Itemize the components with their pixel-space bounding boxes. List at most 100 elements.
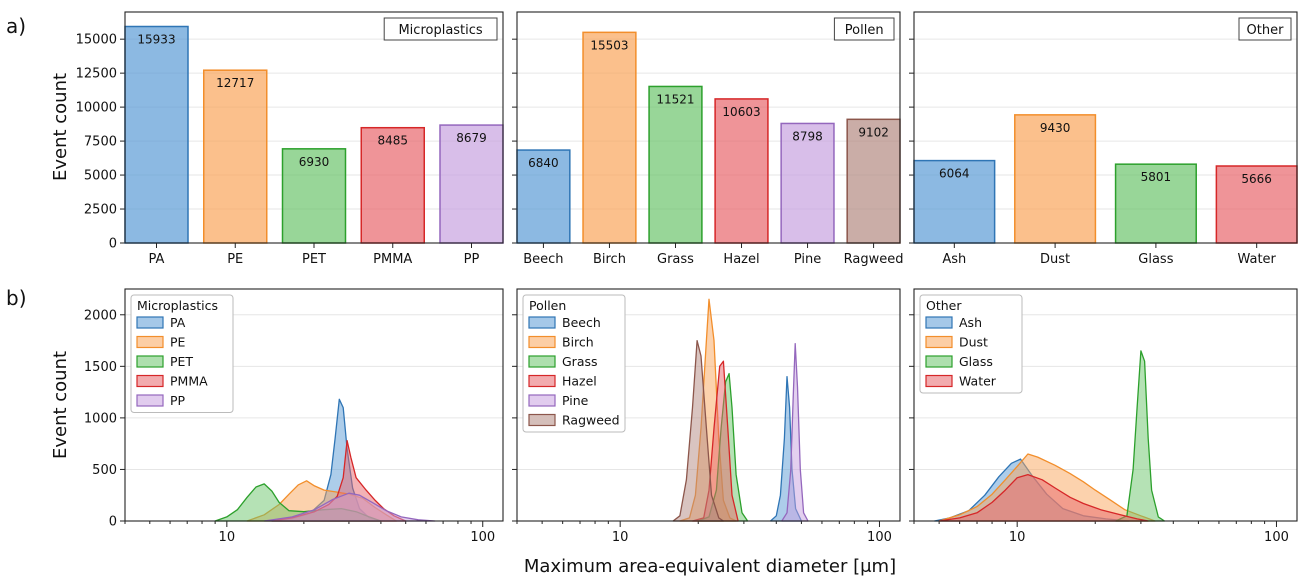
panel-frame bbox=[913, 288, 1298, 522]
x-tick-label: 100 bbox=[867, 530, 892, 545]
x-tick-label-pp: PP bbox=[464, 252, 480, 267]
legend-label-water: Water bbox=[959, 374, 997, 389]
legend-label-pine: Pine bbox=[562, 393, 589, 408]
x-tick-label: 10 bbox=[612, 530, 629, 545]
legend-label-pe: PE bbox=[170, 335, 186, 350]
legend-label-ragweed: Ragweed bbox=[562, 413, 620, 428]
x-tick-label-pa: PA bbox=[149, 252, 165, 267]
legend-swatch-glass bbox=[925, 355, 953, 368]
legend-other: Other Ash Dust Glass Water bbox=[919, 294, 1023, 394]
y-tick-label: 15000 bbox=[76, 33, 117, 48]
bar-pp bbox=[439, 124, 504, 244]
y-tick-label: 12500 bbox=[76, 67, 117, 82]
panel-title-box bbox=[1238, 17, 1292, 41]
y-tick-label: 7500 bbox=[84, 135, 117, 150]
legend-label-pp: PP bbox=[170, 393, 186, 408]
legend-label-dust: Dust bbox=[959, 335, 988, 350]
y-tick-label: 0 bbox=[109, 515, 117, 530]
bar-grass bbox=[648, 85, 703, 244]
y-tick-label: 5000 bbox=[84, 169, 117, 184]
bar-value-pa: 15933 bbox=[137, 32, 175, 46]
legend-swatch-water bbox=[925, 374, 953, 388]
y-tick-label: 500 bbox=[92, 463, 117, 478]
x-tick-label-glass: Glass bbox=[1138, 252, 1173, 267]
bar-value-water: 5666 bbox=[1241, 172, 1272, 186]
panel-title-other: Other bbox=[1247, 23, 1285, 38]
legend-label-pet: PET bbox=[170, 354, 193, 369]
x-tick-label-pe: PE bbox=[227, 252, 243, 267]
legend-pollen: Pollen Beech Birch Grass Hazel Pine Ragweed bbox=[522, 294, 626, 433]
x-tick-label-birch: Birch bbox=[593, 252, 626, 267]
legend-swatch-pmma bbox=[136, 374, 164, 388]
bar-ash bbox=[913, 159, 996, 244]
bar-value-pmma: 8485 bbox=[377, 134, 408, 148]
bar-water bbox=[1215, 165, 1298, 244]
legend-label-ash: Ash bbox=[959, 315, 982, 330]
bar-value-pp: 8679 bbox=[456, 131, 487, 145]
legend-label-birch: Birch bbox=[562, 335, 594, 350]
bar-value-pe: 12717 bbox=[216, 76, 254, 90]
x-tick-label: 10 bbox=[1009, 530, 1026, 545]
legend-title: Pollen bbox=[529, 298, 566, 313]
legend-swatch-ash bbox=[925, 316, 953, 329]
area-pine bbox=[781, 342, 809, 522]
bar-panel-microplastics: 0 2500 5000 7500 10000 12500 15000 15933 PA 12717… bbox=[76, 11, 504, 267]
x-tick-label-ash: Ash bbox=[942, 252, 966, 267]
hist-panel-microplastics: 0 500 1000 1500 2000 10 100 Microplastics PA PE PE… bbox=[84, 288, 504, 545]
legend-swatch-ragweed bbox=[528, 413, 556, 427]
hist-panel-pollen: 10 100 Pollen Beech Birch Grass Hazel Pine Ragwe… bbox=[512, 288, 901, 545]
x-tick-label-pmma: PMMA bbox=[373, 252, 412, 267]
area-water bbox=[938, 473, 1149, 522]
bar-glass bbox=[1114, 163, 1197, 244]
panel-frame bbox=[124, 11, 504, 244]
area-glass bbox=[1115, 350, 1166, 522]
panel-title-box bbox=[833, 17, 895, 41]
panel-frame bbox=[124, 288, 504, 522]
bar-value-hazel: 10603 bbox=[722, 105, 760, 119]
legend-title: Microplastics bbox=[137, 298, 218, 313]
panel-letter-b: b) bbox=[6, 286, 27, 310]
hist-panel-other: 10 100 Other Ash Dust Glass Water bbox=[909, 288, 1298, 545]
legend-label-pmma: PMMA bbox=[170, 374, 208, 389]
legend-swatch-dust bbox=[925, 335, 953, 349]
x-tick-label-dust: Dust bbox=[1040, 252, 1070, 267]
legend-title: Other bbox=[926, 298, 962, 313]
x-tick-label-pet: PET bbox=[302, 252, 326, 267]
legend-swatch-pe bbox=[136, 335, 164, 349]
legend-microplastics: Microplastics PA PE PET PMMA PP bbox=[130, 294, 234, 413]
x-tick-label-pine: Pine bbox=[794, 252, 821, 267]
legend-swatch-grass bbox=[528, 355, 556, 368]
panel-title-microplastics: Microplastics bbox=[398, 23, 482, 38]
legend-swatch-beech bbox=[528, 316, 556, 329]
x-tick-label: 10 bbox=[219, 530, 236, 545]
legend-swatch-pp bbox=[136, 394, 164, 407]
legend-label-pa: PA bbox=[170, 315, 186, 330]
ylabel-top: Event count bbox=[50, 73, 71, 181]
bar-value-grass: 11521 bbox=[656, 92, 694, 106]
legend-label-grass: Grass bbox=[562, 354, 598, 369]
bar-pine bbox=[780, 122, 835, 244]
bar-value-pet: 6930 bbox=[299, 155, 330, 169]
legend-label-glass: Glass bbox=[959, 354, 993, 369]
x-tick-label-ragweed: Ragweed bbox=[844, 252, 904, 267]
legend-swatch-pa bbox=[136, 316, 164, 329]
x-tick-label: 100 bbox=[1264, 530, 1289, 545]
panel-frame bbox=[516, 288, 901, 522]
x-tick-label: 100 bbox=[470, 530, 495, 545]
legend-swatch-birch bbox=[528, 335, 556, 349]
y-tick-label: 0 bbox=[109, 237, 117, 252]
x-tick-label-beech: Beech bbox=[523, 252, 563, 267]
legend-swatch-pine bbox=[528, 394, 556, 407]
bar-value-birch: 15503 bbox=[590, 38, 628, 52]
ylabel-bottom: Event count bbox=[50, 351, 71, 459]
bar-value-pine: 8798 bbox=[792, 129, 823, 143]
bar-value-ragweed: 9102 bbox=[858, 125, 889, 139]
panel-frame bbox=[516, 11, 901, 244]
bar-value-glass: 5801 bbox=[1141, 170, 1172, 184]
bar-beech bbox=[516, 149, 571, 244]
legend-swatch-hazel bbox=[528, 374, 556, 388]
bar-dust bbox=[1014, 114, 1097, 244]
y-tick-label: 1500 bbox=[84, 360, 117, 375]
